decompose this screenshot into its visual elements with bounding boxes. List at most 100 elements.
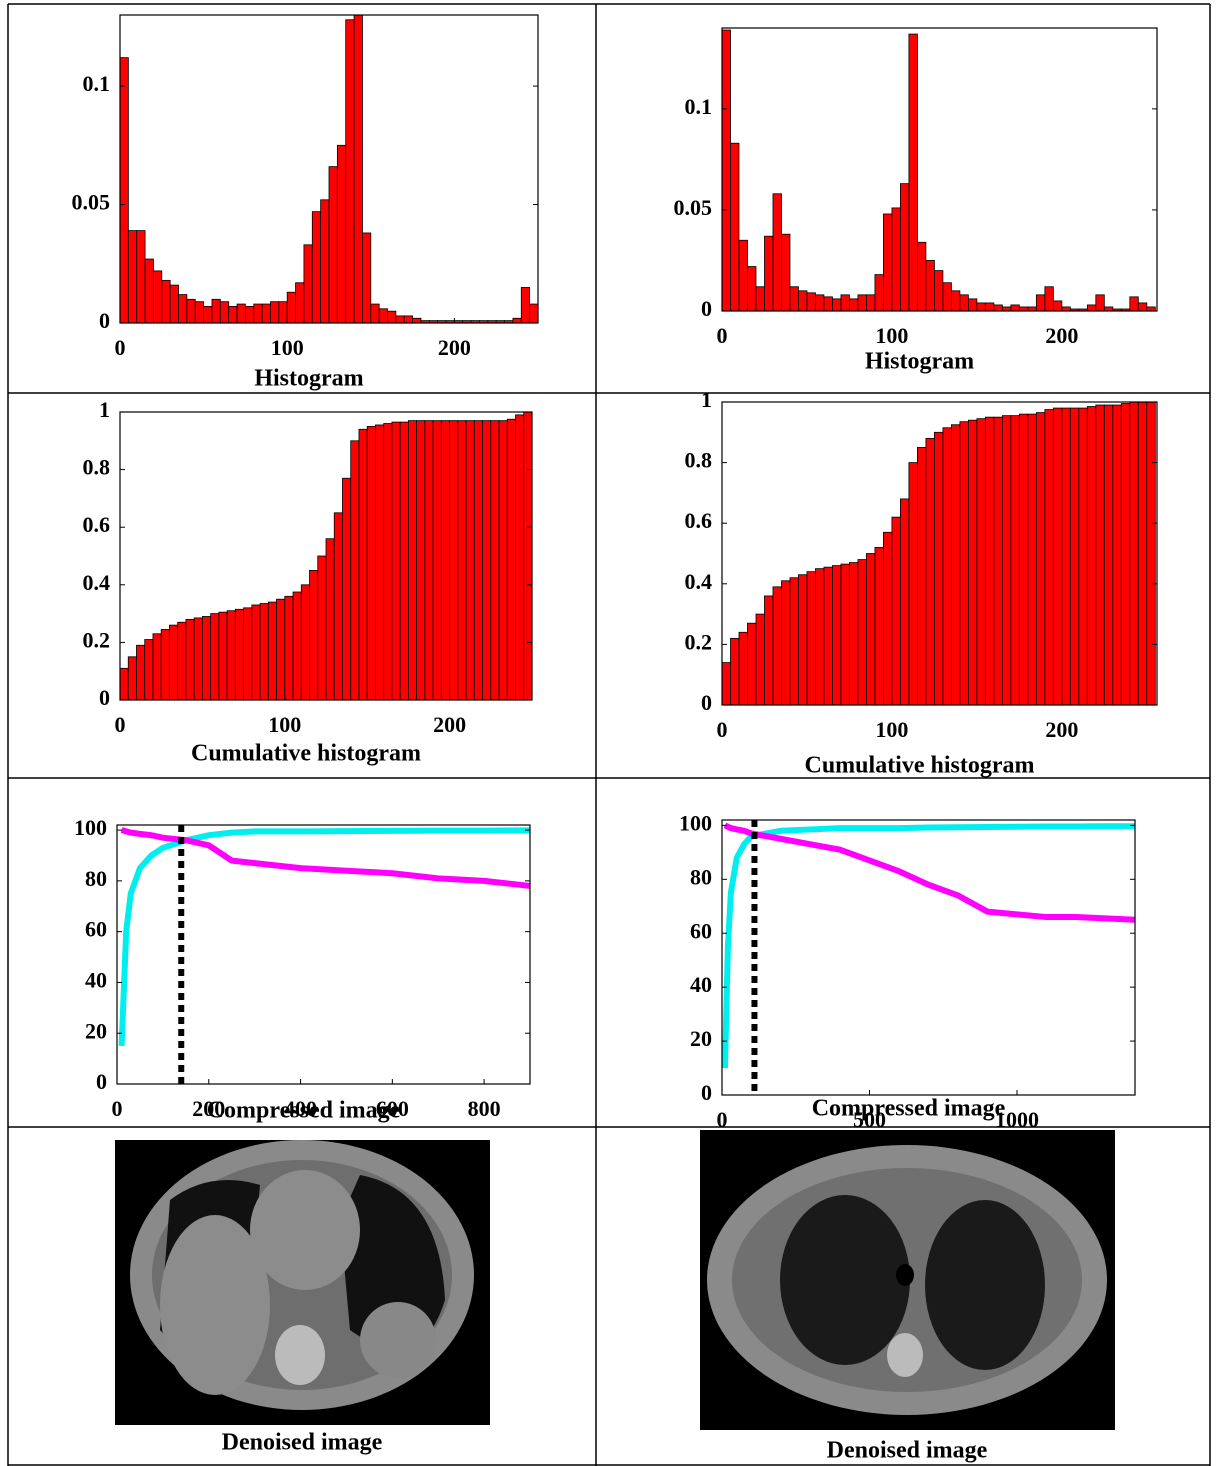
spine [275,1325,325,1385]
bar [1001,306,1012,312]
bar [942,282,952,312]
trachea [896,1264,914,1286]
x-tick-label: 0 [717,323,728,348]
bar [1044,409,1054,706]
line-series [118,827,531,1047]
bar [781,580,791,706]
organ [360,1302,436,1378]
bar [1103,306,1114,312]
bar [251,604,261,701]
x-axis-label: Cumulative histogram [805,753,1035,779]
bar [984,302,995,312]
x-tick-label: 200 [1045,717,1078,742]
bar [789,286,799,312]
bar [403,315,413,324]
bar [815,294,825,312]
y-tick-label: 40 [85,967,107,992]
bar [823,566,833,706]
bar [203,306,213,324]
y-tick-label: 1 [701,387,712,412]
bar [144,258,154,324]
y-tick-label: 0.05 [674,195,713,220]
x-tick-label: 0 [717,717,728,742]
bar [1010,304,1020,312]
x-tick-label: 0 [115,712,126,737]
y-tick-label: 0 [99,308,110,333]
plot-frame [721,819,1136,1096]
bar [1146,306,1156,312]
bar [1061,306,1071,312]
bar [375,424,385,701]
y-tick-label: 0.8 [685,448,713,473]
y-tick-label: 0 [99,685,110,710]
bar [320,199,330,324]
bar [857,559,867,706]
x-axis-label: Histogram [865,349,974,375]
bar [917,447,927,706]
organ [160,1215,270,1395]
x-axis-label: Compressed image [207,1098,401,1124]
lung [340,1175,445,1350]
y-tick-label: 20 [690,1026,712,1051]
bar [270,301,280,324]
y-tick-label: 80 [85,866,107,891]
bar [119,57,129,324]
x-tick-label: 200 [192,1096,225,1121]
y-tick-label: 0.4 [83,570,111,595]
y-tick-label: 0 [96,1069,107,1094]
bar [177,621,187,701]
bar [498,420,508,701]
bar [482,420,492,701]
bar [764,235,774,312]
bar [244,306,255,324]
x-tick-label: 1000 [995,1107,1039,1132]
bar [1010,415,1020,706]
bar [259,603,269,701]
bar [276,598,286,701]
ct-image [700,1130,1115,1430]
y-tick-label: 1 [99,397,110,422]
bar [1027,413,1037,706]
bar [738,239,748,312]
bar [228,306,238,324]
bar [292,591,302,701]
bar [832,565,842,706]
x-tick-label: 800 [468,1096,501,1121]
bar [781,233,791,312]
bar [1086,304,1097,312]
bar [806,292,816,312]
bar [185,618,195,701]
bar [345,19,355,324]
bar [798,290,808,312]
bar [840,294,850,312]
x-axis-label: Compressed image [812,1096,1006,1122]
bar [849,562,859,706]
bar [883,213,893,312]
bar [127,230,138,324]
bar [934,270,944,312]
x-tick-label: 0 [717,1107,728,1132]
bar [1120,403,1131,706]
x-tick-label: 400 [284,1096,317,1121]
bar [1052,300,1063,312]
bar [1044,286,1054,312]
bar [506,418,516,701]
bar [1035,412,1046,706]
bar [211,298,221,324]
bar [243,607,253,701]
bar [432,420,442,701]
plot-frame [119,411,533,701]
bar [515,414,525,701]
bar [730,637,740,706]
line-series [723,822,1136,923]
heart [250,1170,360,1290]
x-tick-label: 100 [875,717,908,742]
bar [358,428,368,701]
bar [925,437,935,706]
bar [747,622,757,706]
bar [1103,404,1114,706]
bar [891,516,901,706]
bar [219,301,230,324]
bar [772,586,782,706]
